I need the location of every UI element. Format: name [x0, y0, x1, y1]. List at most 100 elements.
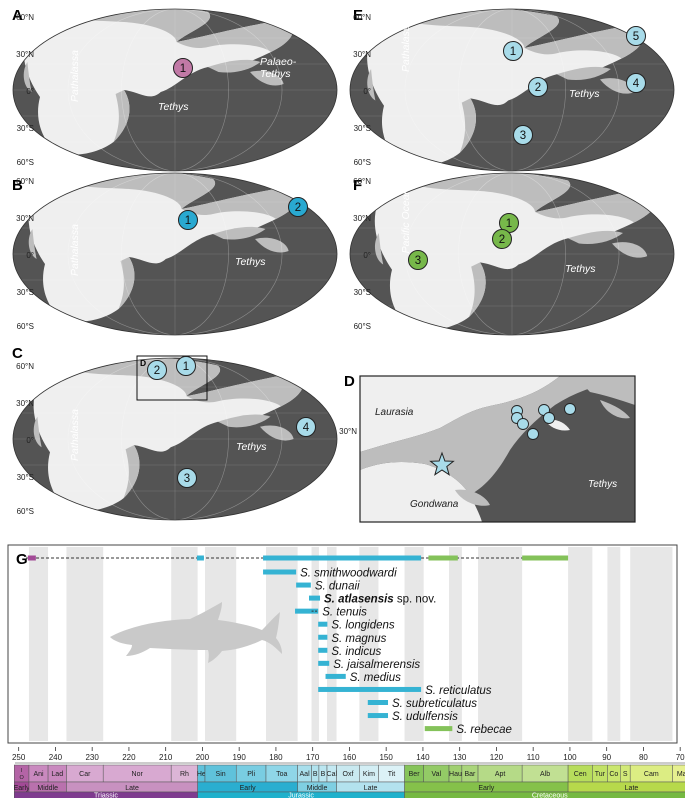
ocean-label-left: Pathalassa [69, 50, 81, 102]
stage-label: Nor [132, 771, 144, 778]
panel-letter-c: C [12, 345, 23, 362]
ocean-label-left: Pathalassa [69, 224, 81, 276]
stage-label: Kim [363, 771, 375, 778]
stage-band [478, 547, 522, 741]
latitude-label: 60°N [353, 177, 371, 186]
latitude-label: 30°S [17, 288, 34, 297]
stage-box: Oxf [337, 765, 360, 782]
site-marker [518, 419, 529, 430]
latitude-label: 60°S [354, 158, 371, 167]
site-marker: 2 [289, 198, 308, 217]
inset-box-label: D [140, 358, 146, 368]
epoch-label: Late [625, 785, 639, 792]
ocean-label-left: Pathalassa [69, 409, 81, 461]
epoch-box: Late [337, 782, 405, 792]
site-number: 3 [184, 473, 190, 485]
latitude-label: 30°N [16, 399, 34, 408]
stage-box: Alb [522, 765, 568, 782]
site-marker: 4 [297, 418, 316, 437]
latitude-label: 60°N [353, 13, 371, 22]
stage-box: Kim [359, 765, 378, 782]
stage-label: Ber [409, 771, 421, 778]
species-label: S. udulfensis [392, 711, 458, 723]
axis-tick-label: 140 [416, 753, 430, 762]
stage-label: Car [79, 771, 91, 778]
site-number: 2 [535, 82, 541, 94]
epoch-label: Early [478, 785, 494, 792]
latitude-label: 30°S [17, 473, 34, 482]
latitude-label: 60°S [17, 507, 34, 516]
stage-box: IO [14, 765, 29, 782]
site-number: 1 [183, 361, 189, 373]
axis-tick-label: 210 [159, 753, 173, 762]
period-label: Jurassic [288, 793, 314, 799]
ocean-label-tethys: Tethys [569, 88, 600, 100]
label-tethys: Tethys [588, 479, 617, 490]
stage-band [607, 547, 620, 741]
graticule-c [5, 358, 345, 520]
stage-label: Val [432, 771, 442, 778]
ocean-label-left: Pathalassa [400, 20, 412, 72]
stage-box: Co [607, 765, 620, 782]
latitude-label: 60°S [17, 158, 34, 167]
site-number: 2 [499, 234, 505, 246]
site-marker: 3 [514, 126, 533, 145]
graticule-a [5, 9, 345, 171]
species-range-bar [296, 583, 311, 588]
epoch-label: Early [240, 785, 256, 792]
axis-tick-label: 90 [602, 753, 611, 762]
stage-label: O [19, 775, 24, 781]
epoch-label: Late [125, 785, 139, 792]
species-label: S. reticulatus [425, 685, 492, 697]
stage-label: Cen [574, 771, 587, 778]
axis-tick-label: 70 [676, 753, 685, 762]
latitude-label: 60°S [354, 322, 371, 331]
axis-tick-label: 160 [343, 753, 357, 762]
stage-box: Pli [236, 765, 266, 782]
species-range-bar [425, 726, 453, 731]
label-gondwana: Gondwana [410, 499, 459, 510]
epoch-box: Early [14, 782, 30, 792]
stage-box: Lad [48, 765, 66, 782]
site-marker: 2 [529, 78, 548, 97]
site-marker: 2 [493, 230, 512, 249]
latitude-label: 30°N [353, 214, 371, 223]
stage-box: Ber [405, 765, 424, 782]
species-range-bar [295, 609, 318, 614]
axis-tick-label: 220 [122, 753, 136, 762]
latitude-label: 30°S [17, 124, 34, 133]
graticule-f [342, 173, 682, 335]
stage-label: Tit [388, 771, 396, 778]
species-label: S. rebecae [456, 724, 512, 736]
latitude-label: 30°N [353, 50, 371, 59]
stage-band [568, 547, 592, 741]
species-label: S. atlasensis sp. nov. [324, 594, 436, 606]
axis-tick-label: 250 [12, 753, 26, 762]
site-number: 4 [303, 422, 310, 434]
axis-tick-label: 190 [232, 753, 246, 762]
latitude-label: 0° [26, 87, 34, 96]
ocean-label-palaeo-tethys: Tethys [260, 68, 291, 80]
site-number: 2 [295, 202, 301, 214]
stage-box: Val [424, 765, 449, 782]
species-label: S. jaisalmerensis [333, 659, 420, 671]
ocean-label-tethys: Tethys [565, 263, 596, 275]
ocean-label-tethys: Tethys [158, 101, 189, 113]
site-marker: 2 [148, 361, 167, 380]
ocean-label-palaeo-tethys: Palaeo- [260, 56, 297, 68]
ocean-label-tethys: Tethys [235, 256, 266, 268]
species-range-bar [263, 570, 296, 575]
axis-tick-label: 240 [49, 753, 63, 762]
period-label: Cretaceous [532, 793, 568, 799]
site-marker: 1 [174, 59, 193, 78]
species-range-bar [318, 661, 329, 666]
site-number: 1 [185, 215, 191, 227]
period-box: Triassic [14, 792, 197, 798]
stage-label: Apt [495, 771, 506, 778]
latitude-label: 0° [363, 87, 371, 96]
site-marker: 1 [177, 357, 196, 376]
site-number: 3 [520, 130, 526, 142]
axis-tick-label: 150 [379, 753, 393, 762]
graticule-b [5, 173, 345, 335]
